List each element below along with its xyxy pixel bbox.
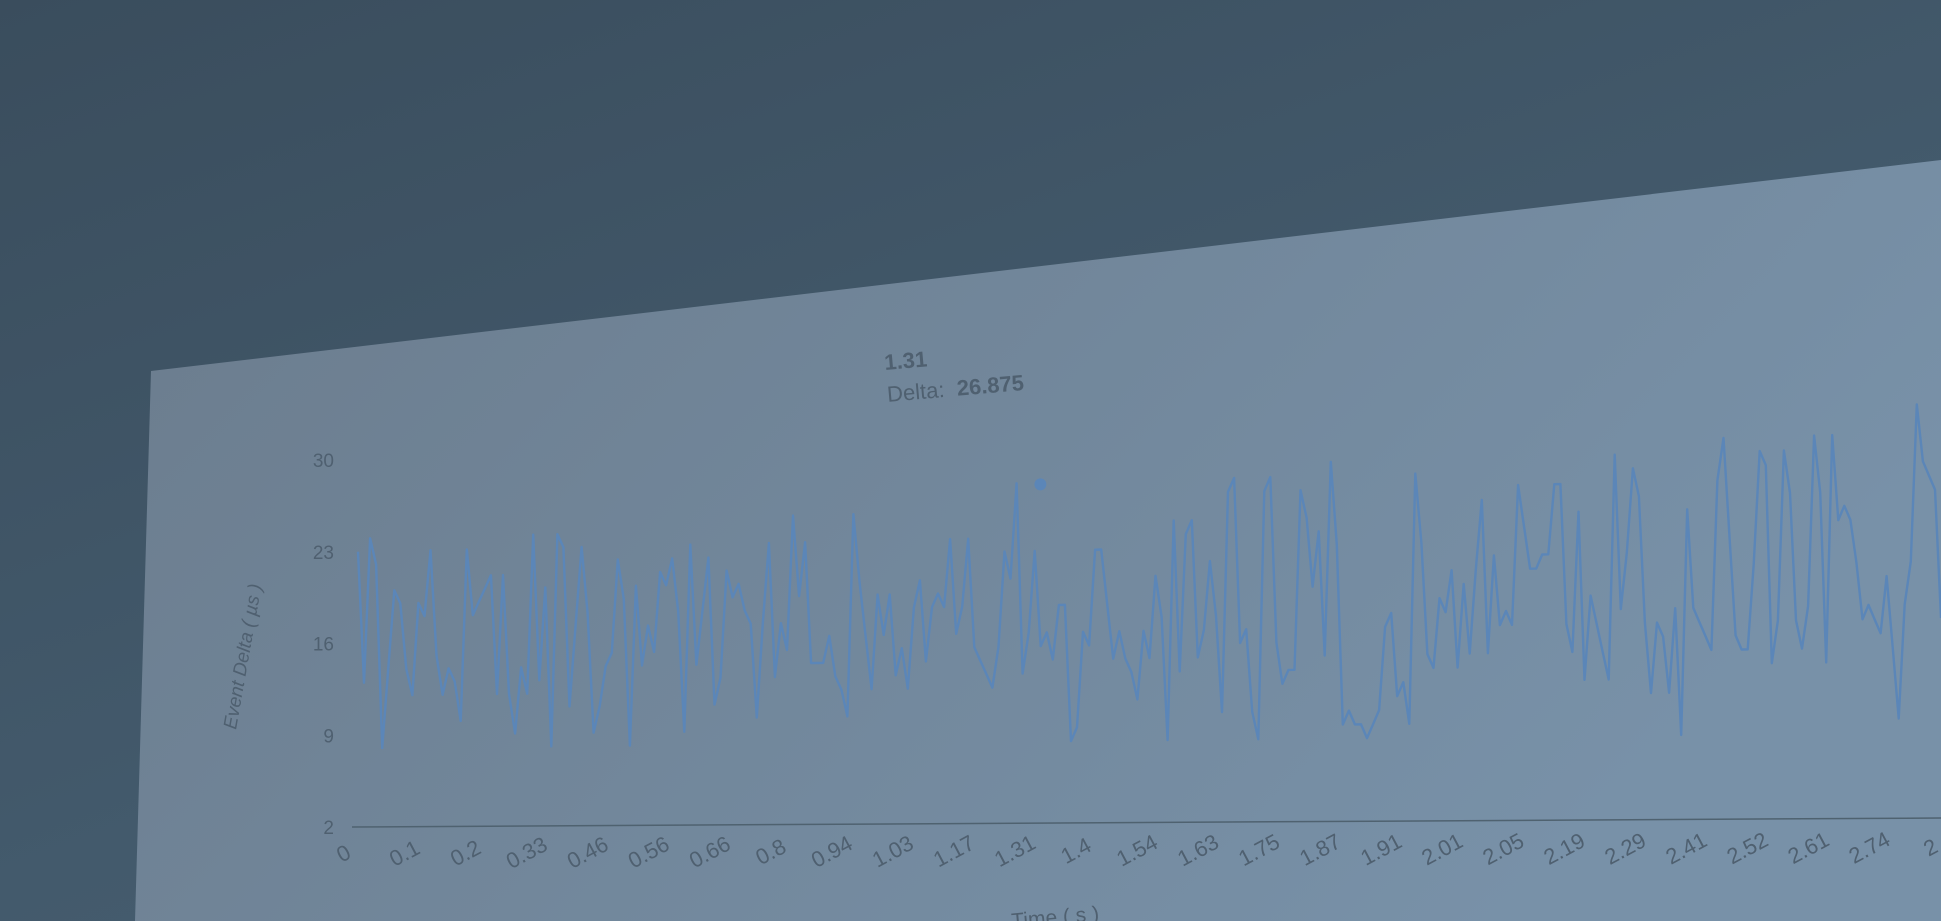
y-tick-label: 9 [323,726,334,747]
y-axis-ticks: 2 9 16 23 30 [313,451,334,839]
y-tick-label: 30 [313,451,334,472]
series-line [356,403,1941,750]
y-tick-label: 23 [313,543,334,564]
tooltip-point[interactable] [1034,478,1047,491]
x-axis-line [351,817,1941,828]
y-tick-label: 16 [313,635,334,656]
tooltip: 1.31 Delta: 26.875 [883,346,1025,407]
tooltip-body: Delta: 26.875 [886,370,1025,407]
tooltip-value: 26.875 [956,370,1025,401]
tooltip-label: Delta: [886,377,945,407]
tooltip-title: 1.31 [883,346,928,375]
y-tick-label: 2 [323,818,334,839]
chart-panel [135,160,1941,921]
